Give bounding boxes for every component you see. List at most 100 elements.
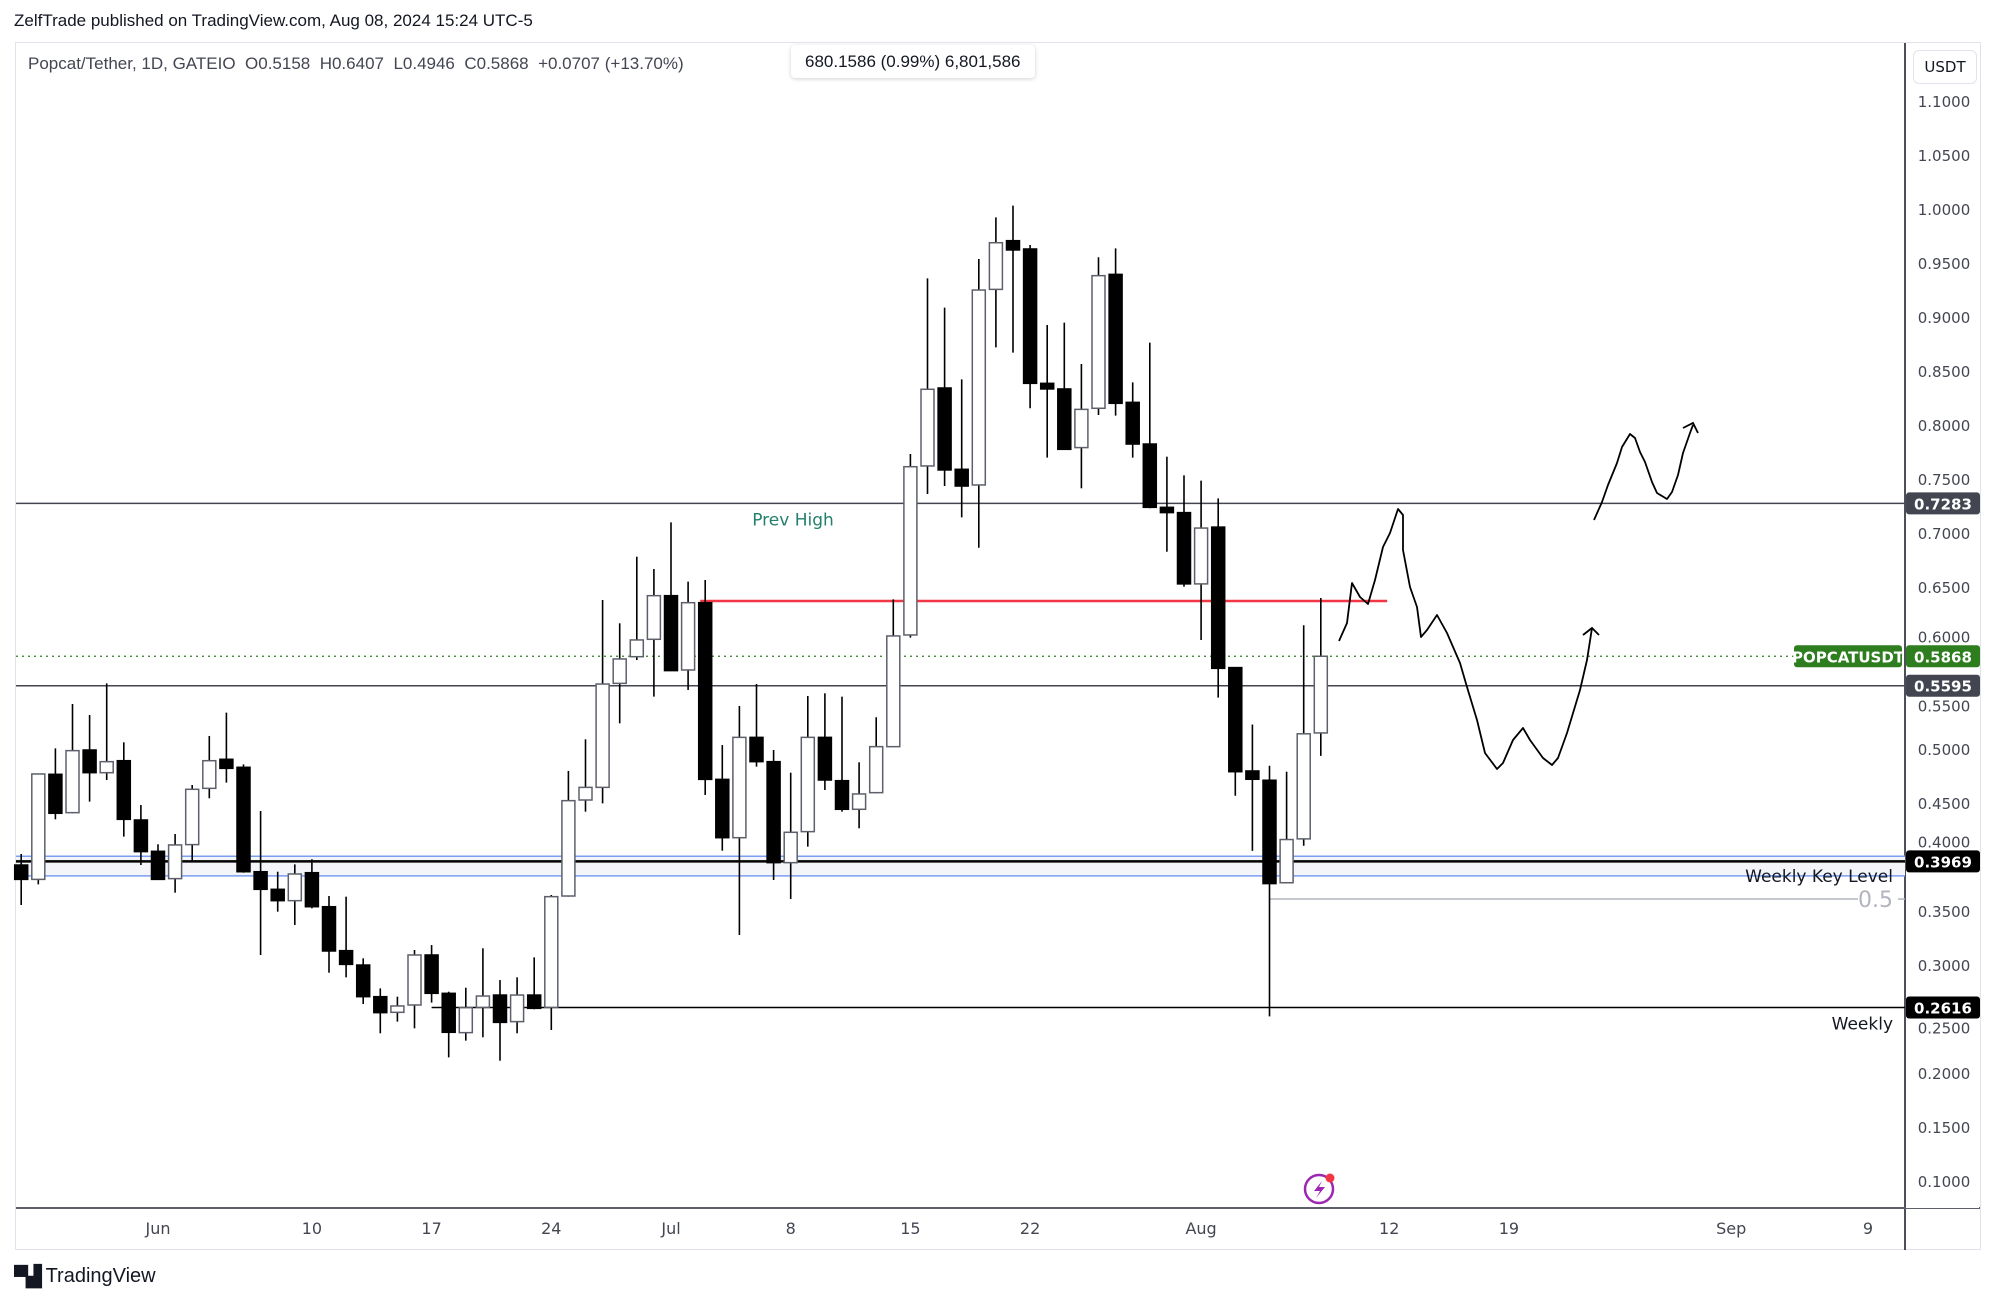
candle[interactable] bbox=[1193, 480, 1209, 641]
candle[interactable] bbox=[1125, 382, 1140, 458]
candle[interactable] bbox=[851, 762, 867, 829]
y-tick-label: 0.7000 bbox=[1918, 525, 1971, 543]
candle[interactable] bbox=[561, 770, 576, 897]
candle[interactable] bbox=[1108, 248, 1123, 416]
candle[interactable] bbox=[732, 706, 747, 936]
candle[interactable] bbox=[48, 748, 63, 820]
candle-body bbox=[1091, 274, 1106, 410]
candle[interactable] bbox=[749, 684, 764, 767]
candle[interactable] bbox=[1279, 771, 1294, 884]
candle[interactable] bbox=[612, 623, 627, 724]
candle[interactable] bbox=[629, 556, 645, 661]
candle[interactable] bbox=[509, 977, 525, 1034]
candle[interactable] bbox=[1262, 765, 1277, 1017]
candle[interactable] bbox=[167, 834, 183, 893]
candle[interactable] bbox=[680, 581, 696, 690]
symbol-legend: Popcat/Tether, 1D, GATEIO O0.5158 H0.640… bbox=[28, 54, 684, 74]
candle[interactable] bbox=[595, 599, 610, 804]
candle[interactable] bbox=[99, 683, 114, 781]
y-tick-label: 0.8500 bbox=[1918, 363, 1971, 381]
candle[interactable] bbox=[1176, 475, 1192, 587]
candle[interactable] bbox=[783, 772, 798, 900]
candle[interactable] bbox=[475, 948, 491, 1038]
price-tag-support-bg bbox=[1906, 674, 1980, 697]
candle[interactable] bbox=[1091, 257, 1106, 415]
candle[interactable] bbox=[1142, 342, 1158, 509]
projection-path-1[interactable] bbox=[1338, 508, 1593, 770]
candle[interactable] bbox=[270, 871, 285, 912]
candle[interactable] bbox=[65, 703, 80, 814]
candle[interactable] bbox=[150, 844, 166, 881]
lightning-icon[interactable] bbox=[1303, 1173, 1335, 1205]
candle[interactable] bbox=[544, 895, 559, 1031]
candle[interactable] bbox=[236, 764, 251, 873]
candle[interactable] bbox=[1159, 456, 1175, 552]
fib-level-label: 0.5 bbox=[1858, 888, 1893, 913]
candle[interactable] bbox=[219, 712, 234, 783]
candle[interactable] bbox=[868, 717, 884, 794]
candle-body bbox=[663, 594, 679, 672]
x-tick-label: 15 bbox=[900, 1219, 920, 1238]
candle[interactable] bbox=[441, 991, 456, 1058]
candle[interactable] bbox=[526, 957, 542, 1010]
candle-body bbox=[903, 465, 918, 636]
candle[interactable] bbox=[663, 522, 679, 672]
candle[interactable] bbox=[1074, 364, 1089, 489]
candle[interactable] bbox=[578, 739, 593, 812]
candle[interactable] bbox=[971, 259, 987, 548]
candle[interactable] bbox=[116, 742, 132, 837]
candle[interactable] bbox=[715, 745, 730, 851]
candle[interactable] bbox=[954, 379, 969, 518]
x-tick-label: 8 bbox=[786, 1219, 796, 1238]
candle[interactable] bbox=[253, 811, 268, 955]
projection-path-2[interactable] bbox=[1593, 424, 1694, 521]
candle[interactable] bbox=[492, 980, 508, 1061]
candle[interactable] bbox=[202, 735, 217, 799]
candle[interactable] bbox=[903, 453, 918, 638]
candle[interactable] bbox=[800, 696, 816, 847]
candle[interactable] bbox=[920, 278, 935, 495]
candle[interactable] bbox=[287, 864, 303, 925]
tradingview-logo[interactable]: ▀▟ TradingView bbox=[14, 1264, 156, 1289]
candle[interactable] bbox=[1313, 598, 1329, 756]
candle[interactable] bbox=[1005, 205, 1021, 353]
candle[interactable] bbox=[886, 599, 901, 748]
candle[interactable] bbox=[834, 696, 850, 812]
candle[interactable] bbox=[1022, 244, 1038, 409]
candle[interactable] bbox=[697, 580, 713, 796]
candle[interactable] bbox=[1210, 498, 1226, 698]
candle[interactable] bbox=[817, 693, 833, 790]
candle[interactable] bbox=[390, 996, 405, 1022]
candle[interactable] bbox=[184, 784, 200, 862]
candle[interactable] bbox=[766, 750, 781, 881]
candle[interactable] bbox=[1228, 666, 1243, 796]
candle-body bbox=[1279, 838, 1294, 884]
candle[interactable] bbox=[133, 804, 149, 866]
candle[interactable] bbox=[82, 715, 97, 802]
candle[interactable] bbox=[321, 896, 337, 973]
candle-body bbox=[851, 793, 867, 811]
candle[interactable] bbox=[338, 896, 354, 978]
currency-button[interactable]: USDT bbox=[1913, 50, 1977, 84]
candle[interactable] bbox=[988, 217, 1004, 348]
candle[interactable] bbox=[937, 307, 952, 487]
candle[interactable] bbox=[13, 854, 29, 905]
candle[interactable] bbox=[1039, 325, 1055, 458]
candle[interactable] bbox=[304, 859, 320, 909]
tradingview-brand: TradingView bbox=[45, 1265, 156, 1287]
candle[interactable] bbox=[31, 773, 46, 885]
candle[interactable] bbox=[458, 987, 474, 1041]
candle[interactable] bbox=[355, 958, 371, 1005]
candle[interactable] bbox=[1245, 724, 1260, 851]
y-tick-label: 1.0000 bbox=[1918, 201, 1971, 219]
candle[interactable] bbox=[1057, 322, 1072, 451]
candle[interactable] bbox=[646, 568, 662, 697]
candle[interactable] bbox=[407, 950, 422, 1029]
weekly-key-level-label: Weekly Key Level bbox=[1745, 867, 1893, 887]
candle[interactable] bbox=[1296, 625, 1311, 846]
candle[interactable] bbox=[424, 945, 439, 1003]
candle[interactable] bbox=[373, 988, 388, 1034]
legend-symbol[interactable]: Popcat/Tether, 1D, GATEIO bbox=[28, 54, 236, 73]
candle-body bbox=[834, 779, 850, 811]
